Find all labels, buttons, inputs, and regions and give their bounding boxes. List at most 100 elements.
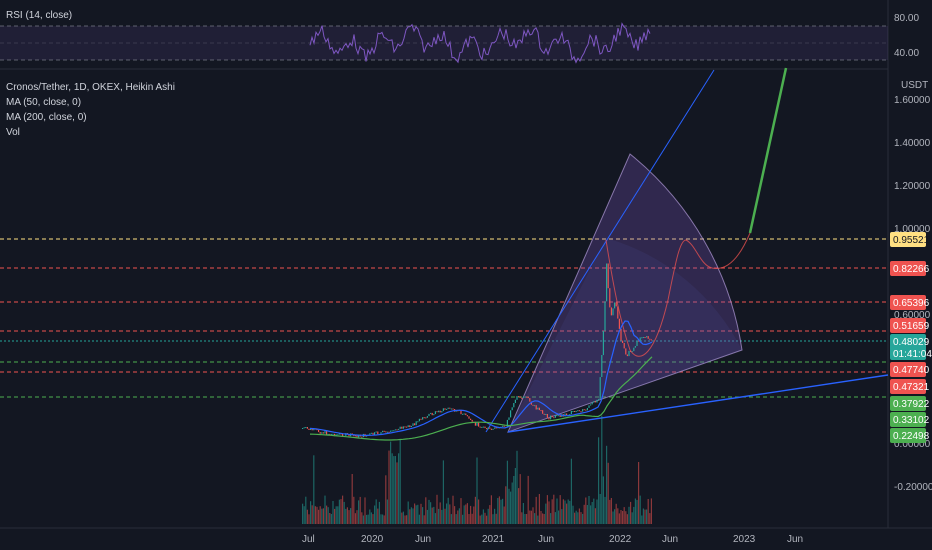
volume-bar: [524, 514, 526, 524]
fib-arc-drawing[interactable]: [507, 153, 743, 433]
candle: [590, 404, 592, 406]
volume-bar: [473, 506, 475, 524]
candle: [546, 414, 548, 418]
horizontal-levels[interactable]: [0, 238, 888, 398]
volume-bar: [514, 468, 516, 524]
candle: [380, 432, 382, 434]
volume-bar: [468, 514, 470, 524]
volume-bar: [594, 508, 596, 524]
volume-bar: [410, 507, 412, 524]
volume-bar: [631, 512, 633, 524]
price-tags[interactable]: 0.95521 0.82266 0.65396 0.51659 0.48029 …: [890, 232, 932, 443]
candle: [620, 328, 622, 341]
volume-bar: [361, 512, 363, 524]
candle: [604, 301, 606, 331]
volume-bar: [585, 497, 587, 524]
price-tag-0-95521[interactable]: [890, 232, 926, 247]
projection-curve[interactable]: [605, 232, 751, 357]
volume-bar: [359, 496, 361, 524]
volume-bar: [591, 502, 593, 524]
volume-bar: [574, 512, 576, 524]
candle: [428, 413, 430, 417]
candle: [543, 413, 545, 415]
volume-bar: [617, 508, 619, 524]
price-tag-0-22498[interactable]: [890, 428, 926, 443]
candle: [570, 411, 572, 415]
candle: [374, 432, 376, 435]
volume-bar: [471, 513, 473, 524]
volume-bar: [306, 509, 308, 524]
projection-target-line[interactable]: [748, 67, 788, 234]
volume-bar: [358, 500, 360, 524]
candle: [564, 413, 566, 417]
volume-bar: [588, 496, 590, 524]
candle: [324, 431, 326, 434]
candle: [462, 413, 464, 415]
volume-bar: [329, 513, 331, 524]
candle: [628, 350, 630, 357]
volume-bar: [497, 498, 499, 524]
price-tag-0-51659-text: 0.51659: [893, 321, 930, 332]
volume-bar: [409, 509, 411, 524]
volume-bar: [337, 506, 339, 524]
trendline-base[interactable]: [507, 374, 889, 433]
volume-bar: [450, 514, 452, 524]
volume-bar: [487, 508, 489, 524]
ma50-legend[interactable]: MA (50, close, 0): [6, 97, 81, 108]
volume-bar: [321, 508, 323, 524]
volume-bar: [442, 460, 444, 524]
price-tag-0-37922[interactable]: [890, 396, 926, 411]
volume-bar: [415, 505, 417, 524]
volume-bar: [532, 507, 534, 524]
ma200-legend[interactable]: MA (200, close, 0): [6, 112, 87, 123]
volume-bar: [426, 509, 428, 524]
symbol-legend[interactable]: Cronos/Tether, 1D, OKEX, Heikin Ashi: [6, 82, 175, 93]
candle: [510, 410, 512, 418]
volume-bar: [572, 505, 574, 524]
price-tag-0-51659[interactable]: [890, 318, 926, 333]
volume-bar: [407, 501, 409, 524]
candle: [302, 428, 304, 429]
candle: [633, 347, 635, 352]
volume-bar: [559, 495, 561, 524]
price-tag-0-65396[interactable]: [890, 295, 926, 310]
price-tag-current-text: 0.48029: [893, 337, 930, 348]
price-tag-0-47740[interactable]: [890, 362, 926, 377]
candle: [594, 401, 596, 403]
volume-bar: [502, 498, 504, 524]
volume-bar: [494, 508, 496, 524]
candle: [617, 306, 619, 319]
vol-legend[interactable]: Vol: [6, 127, 20, 138]
candle: [406, 426, 408, 428]
candle: [494, 427, 496, 429]
volume-bar: [463, 505, 465, 524]
candle: [425, 417, 427, 419]
candle: [410, 425, 412, 428]
volume-bar: [548, 501, 550, 524]
candle: [431, 412, 433, 416]
price-tag-0-47321[interactable]: [890, 379, 926, 394]
price-tag-0-82266[interactable]: [890, 261, 926, 276]
y-tick-1-2: 1.20000: [894, 181, 931, 192]
volume-bar: [535, 496, 537, 524]
candle: [583, 409, 585, 411]
volume-bar: [540, 511, 542, 524]
candle: [468, 416, 470, 419]
ma200-line: [309, 356, 653, 441]
candle: [375, 431, 377, 433]
candle: [598, 398, 600, 400]
candle: [330, 433, 332, 435]
rsi-legend[interactable]: RSI (14, close): [6, 10, 72, 21]
candle: [551, 415, 553, 418]
volume-bar: [396, 462, 398, 524]
candle: [634, 346, 636, 348]
volume-bar: [305, 496, 307, 524]
volume-bar: [399, 439, 401, 524]
candle: [626, 354, 628, 357]
price-tag-0-82266-text: 0.82266: [893, 264, 930, 275]
trendline-steep[interactable]: [485, 69, 715, 433]
price-tag-0-33102[interactable]: [890, 412, 926, 427]
price-tag-current[interactable]: [890, 334, 926, 360]
